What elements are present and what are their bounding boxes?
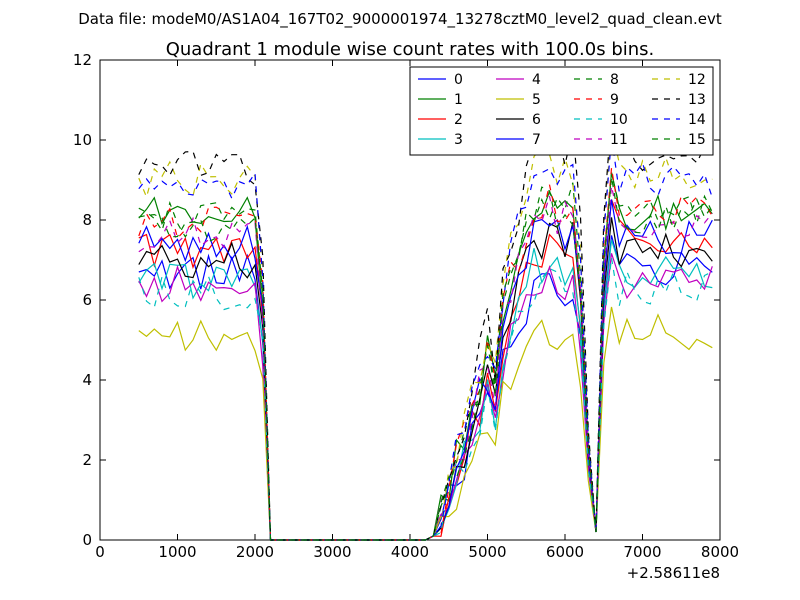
x-tick-label: 8000 (701, 543, 739, 561)
legend-label: 4 (532, 72, 541, 88)
legend-label: 10 (610, 112, 628, 128)
x-tick-label: 7000 (623, 543, 661, 561)
y-tick-label: 4 (82, 371, 92, 389)
chart-title: Quadrant 1 module wise count rates with … (166, 39, 655, 60)
y-tick-label: 10 (73, 131, 92, 149)
legend-label: 13 (688, 92, 706, 108)
legend-label: 0 (454, 72, 463, 88)
legend-label: 14 (688, 112, 706, 128)
x-tick-label: 2000 (236, 543, 274, 561)
x-tick-label: 6000 (546, 543, 584, 561)
x-axis: 0 1000 2000 3000 4000 5000 6000 7000 8000 (95, 60, 739, 561)
y-tick-label: 0 (82, 531, 92, 549)
series-line-8 (138, 172, 713, 541)
legend-label: 2 (454, 112, 463, 128)
chart-suptitle: Data file: modeM0/AS1A04_167T02_90000019… (78, 10, 722, 29)
legend-label: 8 (610, 72, 619, 88)
legend-label: 6 (532, 112, 541, 128)
y-tick-label: 8 (82, 211, 92, 229)
legend-label: 3 (454, 132, 463, 148)
legend-label: 5 (532, 92, 541, 108)
series-line-9 (138, 168, 713, 541)
x-tick-label: 3000 (313, 543, 351, 561)
legend-label: 12 (688, 72, 706, 88)
series-line-15 (138, 176, 713, 541)
legend-label: 11 (610, 132, 628, 148)
y-tick-label: 12 (73, 51, 92, 69)
x-tick-label: 5000 (468, 543, 506, 561)
legend-label: 15 (688, 132, 706, 148)
legend-label: 7 (532, 132, 541, 148)
series-lines (138, 114, 713, 541)
x-tick-label: 0 (95, 543, 105, 561)
legend-label: 9 (610, 92, 619, 108)
legend-box (409, 66, 714, 156)
y-tick-label: 2 (82, 451, 92, 469)
x-tick-label: 4000 (391, 543, 429, 561)
legend-label: 1 (454, 92, 463, 108)
x-tick-label: 1000 (158, 543, 196, 561)
x-offset-label: +2.58611e8 (627, 564, 720, 582)
y-tick-label: 6 (82, 291, 92, 309)
